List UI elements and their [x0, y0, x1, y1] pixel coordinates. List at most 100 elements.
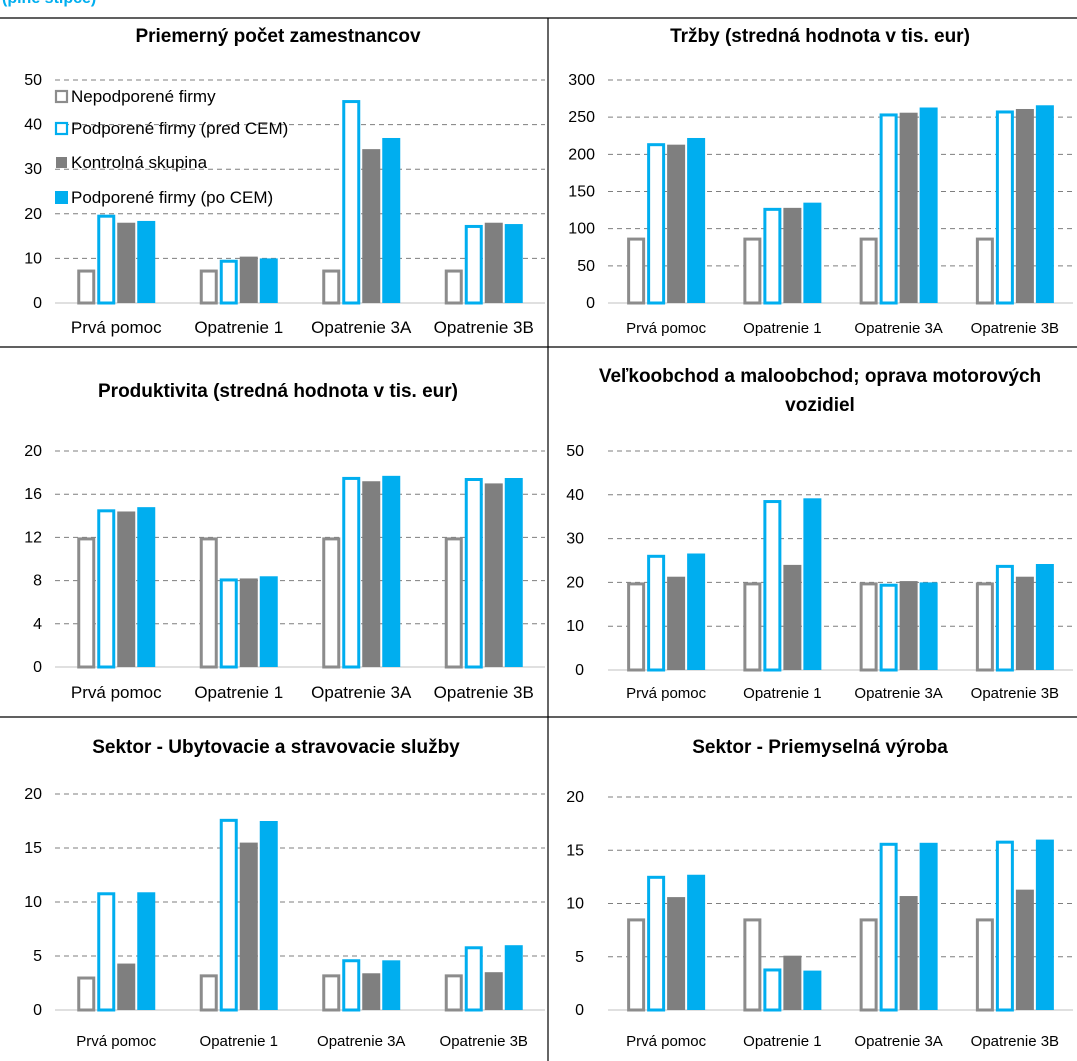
bar-supported-after: [504, 224, 523, 303]
bar-supported-before: [464, 478, 483, 669]
bar-unsupported: [743, 582, 762, 672]
bar-supported-before: [342, 476, 361, 669]
x-category-label: Opatrenie 3B: [971, 685, 1059, 702]
bar-supported-after: [137, 507, 156, 667]
x-category-label: Opatrenie 3B: [440, 1033, 528, 1050]
bar-supported-after: [137, 892, 156, 1010]
y-tick-label: 50: [566, 443, 584, 460]
x-category-label: Opatrenie 3A: [317, 1033, 405, 1050]
bar-unsupported: [322, 269, 341, 305]
y-tick-label: 0: [575, 1002, 584, 1019]
bar-control: [783, 564, 802, 670]
bar-unsupported: [77, 537, 96, 669]
bar-unsupported: [627, 237, 646, 305]
y-tick-label: 10: [566, 618, 584, 635]
bar-control: [899, 896, 918, 1010]
bar-supported-after: [803, 498, 822, 670]
chart-title: Priemerný počet zamestnancov: [135, 26, 421, 47]
x-category-label: Prvá pomoc: [626, 1033, 707, 1050]
bar-supported-after: [504, 478, 523, 667]
bar-control: [117, 222, 136, 303]
chart-title: Tržby (stredná hodnota v tis. eur): [670, 26, 970, 47]
x-category-label: Prvá pomoc: [71, 318, 162, 337]
chart-panel-3: Produktivita (stredná hodnota v tis. eur…: [24, 381, 545, 702]
bar-supported-before: [219, 818, 238, 1012]
bar-supported-after: [259, 821, 278, 1010]
legend-swatch-icon: [54, 121, 69, 136]
bar-unsupported: [859, 237, 878, 305]
x-category-label: Opatrenie 3B: [971, 1033, 1059, 1050]
y-tick-label: 100: [568, 221, 595, 238]
chart-title: Veľkoobchod a maloobchod; oprava motorov…: [599, 366, 1041, 387]
bar-unsupported: [444, 269, 463, 305]
bar-control: [239, 578, 258, 667]
bar-supported-after: [919, 107, 938, 304]
legend-entry: Podporené firmy (po CEM): [71, 188, 273, 207]
y-tick-label: 8: [33, 573, 42, 590]
y-tick-label: 5: [575, 949, 584, 966]
x-category-label: Opatrenie 3A: [311, 683, 412, 702]
y-tick-label: 20: [566, 789, 584, 806]
y-tick-label: 0: [33, 1002, 42, 1019]
bar-supported-after: [1035, 839, 1054, 1010]
chart-panel-1: Priemerný počet zamestnancov 0 10 20 30 40 50 P…: [24, 26, 545, 337]
bar-unsupported: [975, 918, 994, 1012]
y-tick-label: 0: [33, 295, 42, 312]
bar-control: [239, 256, 258, 303]
bar-control: [899, 112, 918, 303]
y-tick-label: 150: [568, 184, 595, 201]
bar-supported-before: [763, 968, 782, 1012]
bar-control: [667, 144, 686, 303]
legend-swatch-icon: [55, 191, 68, 204]
legend: Nepodporené firmy Podporené firmy (pred C…: [54, 87, 288, 207]
bar-control: [484, 483, 503, 667]
legend-entry: Kontrolná skupina: [71, 153, 208, 172]
bar-supported-after: [382, 960, 401, 1010]
bar-control: [783, 955, 802, 1010]
y-tick-label: 20: [566, 574, 584, 591]
bar-unsupported: [743, 237, 762, 305]
bar-supported-after: [382, 137, 401, 303]
chart-panel-5: Sektor - Ubytovacie a stravovacie služby…: [24, 737, 545, 1050]
y-tick-label: 20: [24, 443, 42, 460]
bar-supported-before: [97, 892, 116, 1012]
y-tick-label: 20: [24, 206, 42, 223]
x-category-label: Opatrenie 1: [743, 685, 821, 702]
y-tick-label: 20: [24, 786, 42, 803]
bar-supported-before: [342, 959, 361, 1012]
bar-supported-before: [879, 842, 898, 1012]
bar-control: [667, 576, 686, 670]
bar-supported-after: [1035, 105, 1054, 303]
bar-unsupported: [859, 918, 878, 1012]
bar-supported-before: [647, 875, 666, 1012]
y-tick-label: 40: [24, 117, 42, 134]
bar-unsupported: [322, 537, 341, 669]
bar-supported-after: [382, 475, 401, 667]
y-tick-label: 0: [33, 659, 42, 676]
bar-control: [239, 842, 258, 1010]
bar-supported-after: [259, 258, 278, 303]
bar-unsupported: [627, 582, 646, 672]
y-tick-label: 50: [24, 72, 42, 89]
y-tick-label: 40: [566, 487, 584, 504]
bar-unsupported: [199, 537, 218, 669]
y-tick-label: 50: [577, 258, 595, 275]
bar-unsupported: [444, 974, 463, 1012]
bar-control: [484, 972, 503, 1010]
chart-title: vozidiel: [785, 395, 855, 416]
bar-unsupported: [859, 582, 878, 672]
x-category-label: Opatrenie 3B: [434, 683, 534, 702]
bar-supported-before: [219, 259, 238, 305]
bar-unsupported: [444, 537, 463, 669]
bar-supported-after: [803, 970, 822, 1010]
y-tick-label: 15: [24, 840, 42, 857]
legend-entry: Podporené firmy (pred CEM): [71, 119, 288, 138]
x-category-label: Opatrenie 3A: [854, 1033, 942, 1050]
bar-supported-before: [647, 554, 666, 672]
bar-unsupported: [77, 976, 96, 1012]
bar-supported-after: [259, 576, 278, 667]
x-category-label: Opatrenie 3A: [854, 685, 942, 702]
bar-control: [783, 207, 802, 303]
y-tick-label: 0: [575, 662, 584, 679]
bar-control: [484, 222, 503, 303]
